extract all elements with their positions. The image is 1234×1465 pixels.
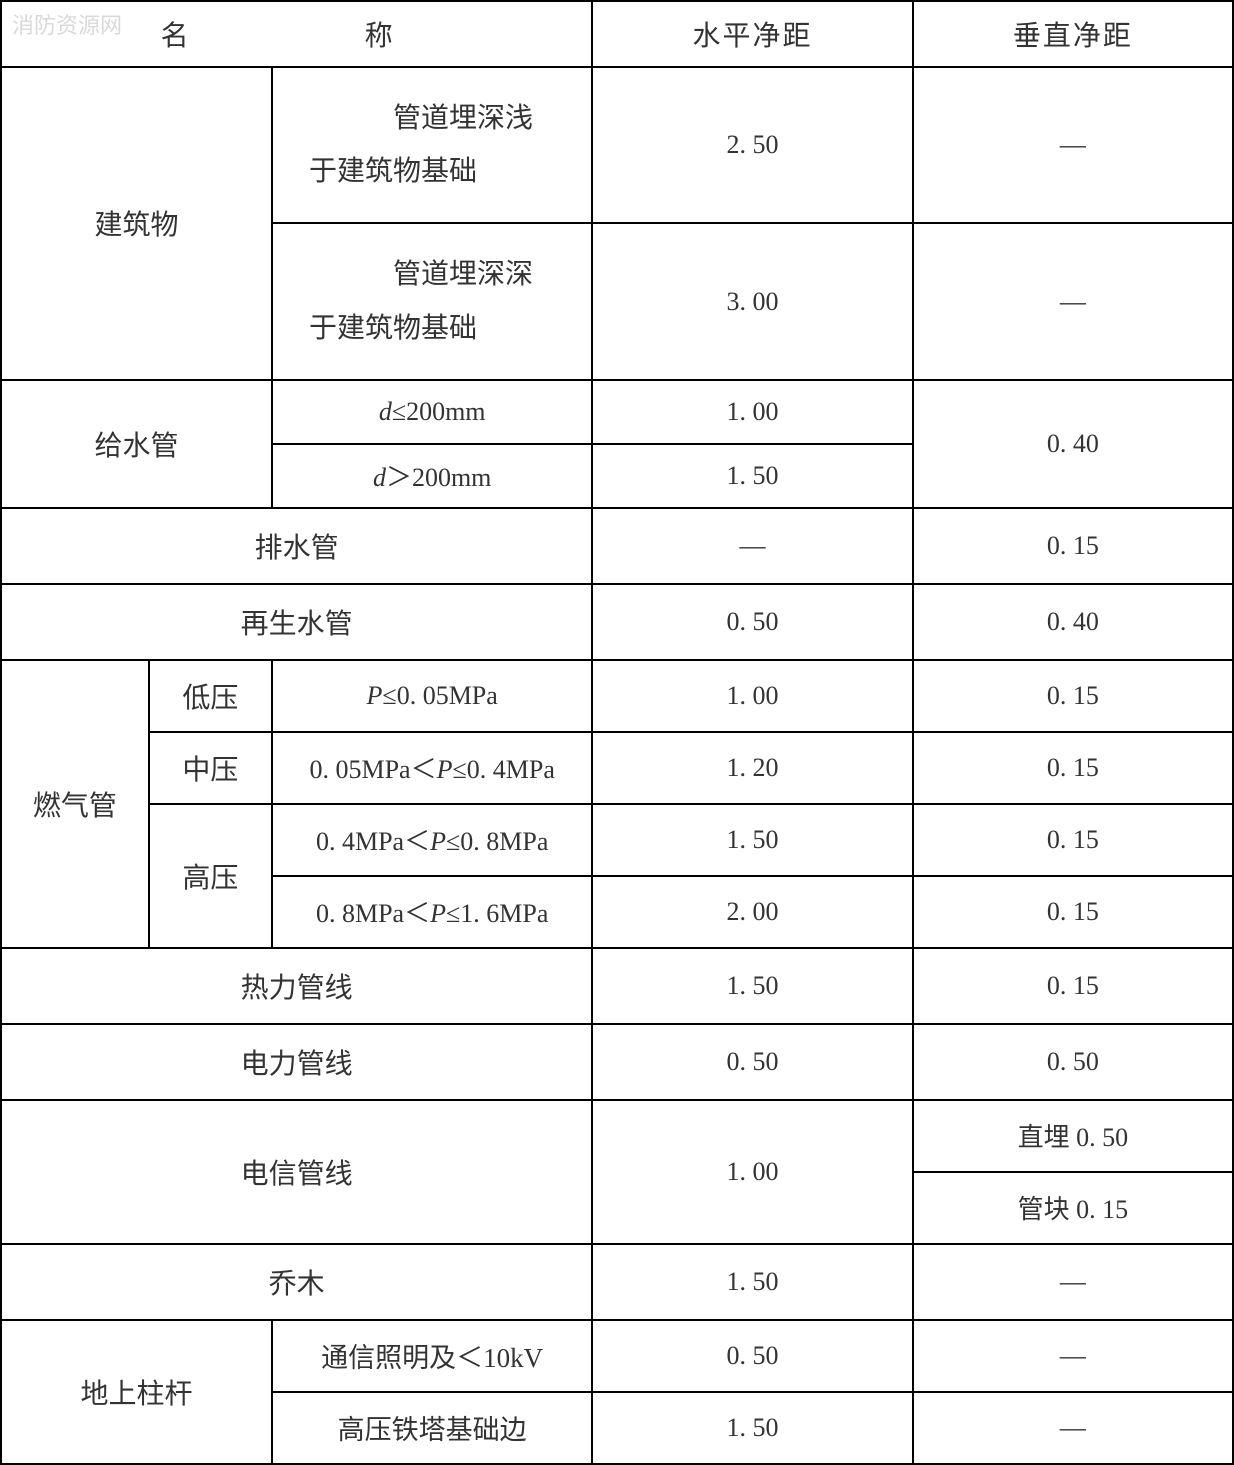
row-label-tree: 乔木 xyxy=(1,1244,592,1320)
gas-press-1: 低压 xyxy=(149,660,272,732)
pole-h-2: 1. 50 xyxy=(592,1392,912,1464)
clearance-table: 名 称 水平净距 垂直净距 建筑物 管道埋深浅于建筑物基础 2. 50 — 管道… xyxy=(0,0,1234,1465)
building-cond-1: 管道埋深浅于建筑物基础 xyxy=(272,67,592,223)
water-cond-2: d＞200mm xyxy=(272,444,592,508)
pole-h-1: 0. 50 xyxy=(592,1320,912,1392)
power-h: 0. 50 xyxy=(592,1024,912,1100)
row-label-heat: 热力管线 xyxy=(1,948,592,1024)
row-label-pole: 地上柱杆 xyxy=(1,1320,272,1464)
gas-v-2: 0. 15 xyxy=(913,732,1233,804)
telecom-v-1: 直埋 0. 50 xyxy=(913,1100,1233,1172)
reclaimed-v: 0. 40 xyxy=(913,584,1233,660)
row-label-drain: 排水管 xyxy=(1,508,592,584)
gas-cond-1: P≤0. 05MPa xyxy=(272,660,592,732)
tree-v: — xyxy=(913,1244,1233,1320)
building-cond-2: 管道埋深深于建筑物基础 xyxy=(272,223,592,379)
pole-v-2: — xyxy=(913,1392,1233,1464)
water-h-1: 1. 00 xyxy=(592,380,912,444)
gas-h-3: 1. 50 xyxy=(592,804,912,876)
gas-h-2: 1. 20 xyxy=(592,732,912,804)
gas-press-2: 中压 xyxy=(149,732,272,804)
header-vertical: 垂直净距 xyxy=(913,1,1233,67)
building-v-1: — xyxy=(913,67,1233,223)
building-h-2: 3. 00 xyxy=(592,223,912,379)
gas-v-1: 0. 15 xyxy=(913,660,1233,732)
gas-v-4: 0. 15 xyxy=(913,876,1233,948)
row-label-reclaimed: 再生水管 xyxy=(1,584,592,660)
row-label-gas: 燃气管 xyxy=(1,660,149,948)
pole-cond-1: 通信照明及＜10kV xyxy=(272,1320,592,1392)
gas-h-4: 2. 00 xyxy=(592,876,912,948)
water-h-2: 1. 50 xyxy=(592,444,912,508)
header-name: 名 称 xyxy=(1,1,592,67)
building-v-2: — xyxy=(913,223,1233,379)
pole-cond-2: 高压铁塔基础边 xyxy=(272,1392,592,1464)
drain-h: — xyxy=(592,508,912,584)
building-h-1: 2. 50 xyxy=(592,67,912,223)
row-label-power: 电力管线 xyxy=(1,1024,592,1100)
header-horizontal: 水平净距 xyxy=(592,1,912,67)
heat-h: 1. 50 xyxy=(592,948,912,1024)
gas-h-1: 1. 00 xyxy=(592,660,912,732)
telecom-v-2: 管块 0. 15 xyxy=(913,1172,1233,1244)
row-label-water: 给水管 xyxy=(1,380,272,508)
gas-v-3: 0. 15 xyxy=(913,804,1233,876)
gas-cond-2: 0. 05MPa＜P≤0. 4MPa xyxy=(272,732,592,804)
tree-h: 1. 50 xyxy=(592,1244,912,1320)
pole-v-1: — xyxy=(913,1320,1233,1392)
heat-v: 0. 15 xyxy=(913,948,1233,1024)
row-label-telecom: 电信管线 xyxy=(1,1100,592,1244)
telecom-h: 1. 00 xyxy=(592,1100,912,1244)
row-label-building: 建筑物 xyxy=(1,67,272,380)
water-v: 0. 40 xyxy=(913,380,1233,508)
drain-v: 0. 15 xyxy=(913,508,1233,584)
reclaimed-h: 0. 50 xyxy=(592,584,912,660)
power-v: 0. 50 xyxy=(913,1024,1233,1100)
water-cond-1: d≤200mm xyxy=(272,380,592,444)
gas-cond-3: 0. 4MPa＜P≤0. 8MPa xyxy=(272,804,592,876)
gas-press-3: 高压 xyxy=(149,804,272,948)
gas-cond-4: 0. 8MPa＜P≤1. 6MPa xyxy=(272,876,592,948)
